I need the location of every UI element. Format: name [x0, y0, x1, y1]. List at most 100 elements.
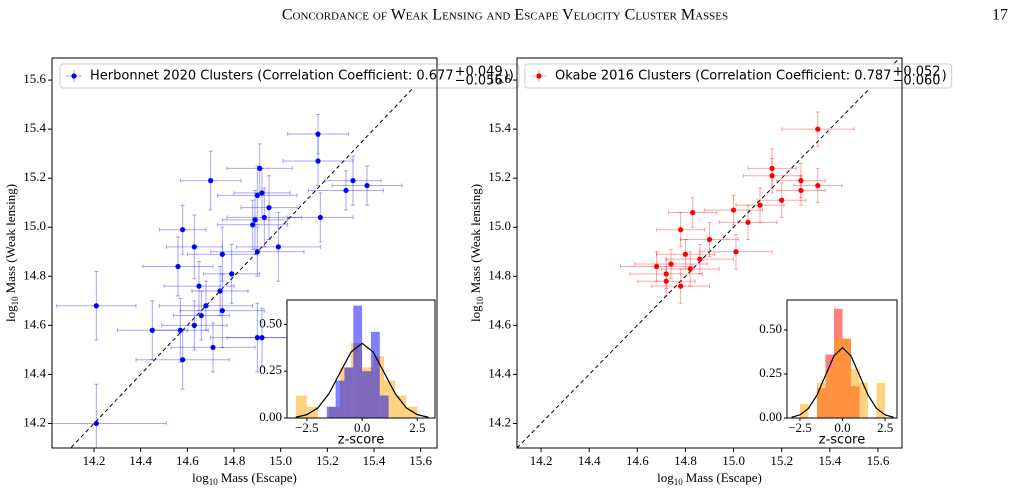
axis-label-log: log [3, 305, 18, 322]
y-tick-label: 14.8 [23, 267, 46, 282]
point [254, 249, 260, 255]
y-tick-label: 14.2 [488, 414, 511, 429]
point [682, 251, 689, 257]
point [653, 263, 660, 270]
inset-frame [786, 299, 898, 419]
y-tick-label: 15.6 [488, 71, 511, 86]
hist-bar [395, 395, 407, 418]
one-to-one-line [69, 62, 437, 448]
hist-bar [859, 382, 869, 418]
one-to-one-line [517, 58, 901, 448]
point [180, 357, 186, 363]
point [697, 256, 703, 262]
point [350, 178, 356, 184]
point [798, 187, 804, 194]
plot-frame [51, 57, 438, 449]
y-tick-label: 15.0 [23, 218, 46, 233]
point [815, 126, 821, 132]
x-tick-label: 15.2 [770, 453, 793, 468]
hist-bar [406, 406, 418, 418]
inset-y-tick-label: 0.25 [259, 362, 282, 377]
point [254, 335, 260, 341]
point [315, 158, 321, 164]
point [210, 344, 216, 351]
point [191, 322, 197, 328]
plot-area [52, 62, 437, 448]
axis-label: log10 Mass (Escape) [192, 470, 297, 487]
legend-label-tail: )) [504, 69, 514, 84]
axis-label-text: Mass (Weak lensing) [468, 184, 483, 293]
plot-area [517, 58, 901, 448]
axis-label: log10 Mass (Weak lensing) [468, 184, 485, 322]
hist-bar [825, 368, 834, 418]
x-tick-label: 15.6 [409, 453, 432, 468]
inset-histogram: −2.5 0.0 2.5 0.00 0.25 0.50 z-score [259, 299, 436, 448]
inset-x-tick-label: 2.5 [877, 420, 893, 435]
point [663, 278, 669, 284]
hist-bar [370, 331, 380, 418]
inset-frame [286, 299, 436, 419]
y-tick-label: 14.2 [23, 414, 46, 429]
point [196, 283, 202, 289]
hist-bar [379, 395, 389, 418]
hist-bar [851, 368, 860, 418]
x-tick-label: 15.0 [269, 453, 292, 468]
inset-x-tick-label: −2.5 [788, 420, 812, 435]
axis-label-sub: 10 [674, 477, 684, 487]
point [93, 303, 99, 309]
legend-label: Herbonnet 2020 Clusters (Correlation Coe… [90, 69, 454, 84]
point [219, 308, 225, 314]
hist-bar [353, 305, 363, 418]
inset-x-label: z-score [338, 433, 384, 448]
point [798, 178, 804, 184]
inset-x-tick-label: 0.0 [354, 420, 370, 435]
axis-label-text: Mass (Escape) [686, 470, 762, 485]
point [217, 288, 223, 294]
point [261, 214, 267, 221]
hist-bar [362, 371, 371, 418]
legend-label: Okabe 2016 Clusters (Correlation Coeffic… [555, 69, 891, 84]
x-tick-label: 15.2 [316, 453, 339, 468]
point [815, 182, 821, 189]
hist-bar [833, 338, 843, 418]
x-tick-label: 15.6 [867, 453, 890, 468]
y-tick-label: 14.4 [23, 365, 46, 380]
inset-y-tick-label: 0.00 [259, 409, 282, 424]
x-tick-label: 14.8 [674, 453, 697, 468]
axis-label-sub: 10 [10, 296, 20, 306]
point [219, 251, 225, 257]
point [93, 420, 99, 427]
axis-label: log10 Mass (Weak lensing) [3, 184, 20, 322]
fit-curve [295, 342, 429, 418]
point [745, 219, 751, 225]
page-title: Concordance of Weak Lensing and Escape V… [282, 7, 728, 24]
point [257, 165, 263, 171]
y-tick-label: 15.4 [488, 120, 511, 135]
point [678, 283, 684, 289]
x-tick-label: 15.4 [363, 453, 386, 468]
y-tick-label: 14.4 [488, 365, 511, 380]
point [364, 182, 370, 189]
plot-frame [516, 57, 903, 449]
hist-bar [306, 406, 318, 418]
hist-bar [295, 395, 307, 418]
point [180, 227, 186, 233]
y-tick-label: 15.4 [23, 120, 46, 135]
x-tick-label: 14.2 [83, 453, 106, 468]
inset-y-tick-label: 0.50 [259, 315, 282, 330]
axis-label-log: log [192, 470, 209, 485]
point [317, 214, 323, 221]
legend: Herbonnet 2020 Clusters (Correlation Coe… [59, 63, 520, 89]
axis-label-log: log [657, 470, 674, 485]
legend-label-sup: +0.049 [455, 65, 503, 80]
point [690, 209, 696, 216]
axis-label: log10 Mass (Escape) [657, 470, 762, 487]
legend-label-sub: −0.056 [455, 74, 503, 89]
point [730, 207, 737, 213]
hist-bar [384, 380, 396, 418]
point [177, 327, 183, 333]
inset-x-tick-label: 2.5 [409, 420, 425, 435]
point [678, 227, 684, 233]
point [252, 217, 258, 223]
